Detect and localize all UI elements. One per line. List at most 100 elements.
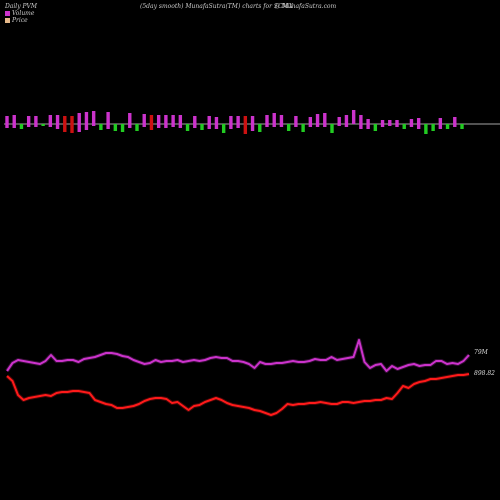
volume-bar-down — [359, 124, 363, 129]
volume-bar-down — [171, 124, 175, 127]
volume-bar-down — [315, 124, 320, 127]
volume-bar-down — [178, 124, 183, 128]
volume-bar-up — [308, 117, 313, 124]
volume-line-glow — [5, 338, 471, 373]
volume-bar-down — [120, 124, 125, 132]
volume-line — [6, 339, 470, 372]
volume-bar-up — [366, 119, 370, 124]
volume-bar-down — [26, 124, 31, 127]
volume-bar-up — [294, 116, 298, 124]
volume-bar-up — [438, 118, 443, 124]
volume-bar-down — [337, 124, 341, 126]
volume-bar-up — [178, 115, 183, 124]
volume-bar-up — [26, 116, 31, 124]
price-end-label: 898.82 — [474, 370, 495, 377]
volume-bar-down — [229, 124, 233, 129]
volume-bar-up — [63, 116, 67, 124]
volume-bar-down — [460, 124, 464, 129]
volume-bar-up — [12, 115, 16, 124]
volume-bar-down — [99, 124, 103, 130]
legend-price-label: Price — [12, 17, 28, 24]
volume-end-label: 79M — [474, 349, 488, 356]
volume-bar-up — [315, 114, 320, 124]
volume-bar-down — [19, 124, 24, 129]
volume-bar-down — [445, 124, 450, 129]
volume-bar-down — [402, 124, 406, 129]
volume-bar-down — [301, 124, 305, 132]
volume-bar-down — [344, 124, 349, 127]
volume-bar-down — [453, 124, 457, 127]
legend-price-swatch — [5, 18, 10, 23]
price-line — [6, 373, 470, 416]
volume-bar-down — [380, 124, 385, 127]
volume-bar-up — [91, 111, 96, 124]
volume-bar-down — [70, 124, 74, 133]
volume-bar-down — [84, 124, 89, 130]
volume-bar-down — [200, 124, 204, 130]
volume-bar-down — [265, 124, 269, 127]
legend-volume: Volume — [5, 10, 34, 17]
volume-bar-up — [55, 115, 60, 124]
volume-bar-up — [265, 115, 269, 124]
volume-bar-down — [5, 124, 9, 128]
volume-bar-up — [272, 113, 276, 124]
volume-bar-down — [221, 124, 226, 133]
volume-bar-down — [424, 124, 428, 134]
volume-bar-down — [149, 124, 154, 130]
volume-bar-down — [142, 124, 146, 127]
volume-bar-down — [207, 124, 211, 129]
volume-bar-up — [171, 115, 175, 124]
volume-bar-down — [77, 124, 81, 132]
volume-bar-up — [5, 116, 9, 124]
volume-bar-down — [373, 124, 378, 131]
volume-bar-down — [258, 124, 262, 132]
volume-bar-down — [12, 124, 16, 128]
volume-bar-up — [279, 115, 284, 124]
volume-bar-down — [409, 124, 414, 127]
chart-header-left: Daily PVM — [5, 3, 38, 10]
volume-bar-down — [106, 124, 110, 129]
volume-bar-down — [308, 124, 313, 127]
volume-bar-down — [214, 124, 219, 129]
volume-bar-up — [359, 115, 363, 124]
volume-bar-down — [91, 124, 96, 126]
volume-bar-up — [164, 115, 168, 124]
volume-bar-up — [106, 112, 110, 124]
volume-bar-down — [185, 124, 190, 131]
volume-bar-down — [416, 124, 421, 129]
volume-bar-down — [128, 124, 132, 128]
volume-bar-down — [41, 124, 45, 126]
volume-bar-up — [250, 116, 255, 124]
volume-bar-down — [286, 124, 291, 131]
volume-bar-up — [34, 116, 38, 124]
volume-bar-up — [453, 117, 457, 124]
volume-bar-down — [63, 124, 67, 132]
volume-bar-down — [294, 124, 298, 127]
volume-bar-up — [344, 115, 349, 124]
volume-bar-down — [279, 124, 284, 127]
volume-bar-up — [243, 116, 248, 124]
volume-bar-up — [142, 114, 146, 124]
volume-bar-down — [55, 124, 60, 129]
volume-bar-up — [351, 110, 356, 124]
volume-bar-down — [243, 124, 248, 134]
volume-bar-up — [229, 116, 233, 124]
price-line-glow — [5, 372, 470, 417]
volume-bar-up — [323, 113, 327, 124]
volume-bar-up — [84, 112, 89, 124]
chart-header-site: () MunafaSutra.com — [275, 3, 337, 10]
volume-bar-down — [113, 124, 118, 131]
volume-bar-up — [77, 113, 81, 124]
legend-volume-label: Volume — [12, 10, 35, 17]
volume-bar-up — [207, 116, 211, 124]
volume-bar-down — [366, 124, 370, 129]
volume-bar-down — [236, 124, 240, 128]
volume-bar-down — [323, 124, 327, 127]
chart-header-title: (5day smooth) MunafaSutra(TM) charts for… — [140, 3, 293, 10]
volume-bar-up — [193, 116, 197, 124]
volume-bar-up — [156, 115, 161, 124]
volume-bar-down — [431, 124, 435, 131]
volume-bar-up — [149, 115, 154, 124]
volume-bar-down — [388, 124, 392, 126]
